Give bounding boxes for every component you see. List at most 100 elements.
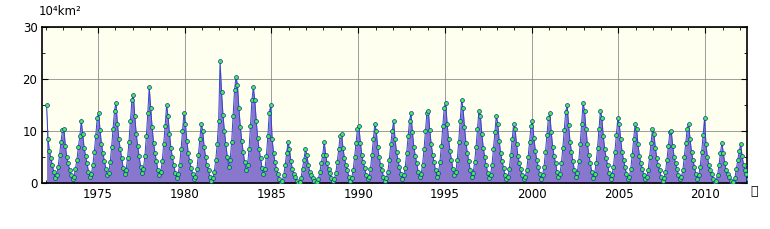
- Point: [91, 117, 103, 120]
- Point: [507, 122, 520, 125]
- Point: [133, 154, 146, 158]
- Point: [564, 140, 576, 144]
- Point: [182, 151, 194, 155]
- Point: [323, 167, 335, 171]
- Point: [101, 174, 113, 177]
- Point: [662, 144, 675, 148]
- Point: [531, 158, 543, 162]
- Point: [608, 165, 620, 168]
- Point: [361, 177, 373, 181]
- Point: [56, 128, 69, 132]
- Point: [359, 166, 371, 169]
- Point: [275, 180, 287, 184]
- Point: [66, 177, 79, 181]
- Point: [286, 167, 299, 171]
- Point: [267, 151, 280, 155]
- Point: [746, 174, 758, 177]
- Point: [726, 181, 738, 185]
- Point: [283, 148, 296, 151]
- Point: [260, 154, 273, 158]
- Point: [458, 125, 470, 129]
- Point: [241, 163, 253, 167]
- Point: [707, 177, 719, 181]
- Point: [500, 177, 513, 181]
- Point: [233, 106, 245, 110]
- Point: [65, 174, 77, 177]
- Point: [479, 155, 491, 159]
- Point: [87, 163, 99, 167]
- Point: [169, 171, 182, 175]
- Point: [417, 163, 429, 167]
- Point: [129, 114, 141, 117]
- Point: [166, 155, 179, 159]
- Point: [430, 168, 442, 172]
- Point: [143, 85, 156, 89]
- Point: [214, 59, 226, 63]
- Point: [759, 180, 770, 184]
- Point: [431, 175, 444, 179]
- Point: [752, 158, 764, 162]
- Point: [565, 150, 578, 154]
- Point: [664, 131, 676, 134]
- Point: [506, 137, 518, 141]
- Point: [716, 141, 728, 144]
- Point: [296, 167, 309, 171]
- Point: [749, 151, 762, 155]
- Point: [551, 170, 563, 174]
- Point: [315, 162, 327, 165]
- Point: [105, 145, 118, 149]
- Point: [557, 146, 569, 150]
- Point: [58, 127, 70, 131]
- Point: [454, 119, 467, 123]
- Point: [189, 175, 202, 179]
- Point: [461, 151, 474, 155]
- Point: [633, 154, 645, 158]
- Point: [609, 150, 621, 154]
- Point: [733, 149, 745, 153]
- Point: [624, 167, 637, 171]
- Point: [194, 137, 206, 141]
- Point: [516, 174, 528, 177]
- Point: [43, 149, 55, 153]
- Point: [621, 172, 633, 176]
- Point: [432, 171, 444, 175]
- Point: [616, 150, 628, 154]
- Point: [51, 174, 63, 177]
- Point: [199, 155, 212, 159]
- Point: [560, 110, 572, 113]
- Point: [621, 177, 634, 181]
- Point: [110, 101, 122, 105]
- Point: [590, 162, 602, 165]
- Point: [224, 158, 236, 162]
- Point: [400, 151, 413, 155]
- Point: [122, 156, 134, 160]
- Point: [253, 148, 266, 151]
- Point: [63, 168, 75, 172]
- Point: [688, 165, 701, 168]
- Point: [168, 163, 180, 167]
- Point: [221, 155, 233, 159]
- Point: [661, 158, 673, 162]
- Point: [145, 106, 157, 110]
- Point: [357, 161, 370, 164]
- Point: [347, 168, 360, 172]
- Point: [302, 163, 314, 167]
- Point: [415, 172, 427, 176]
- Point: [119, 172, 131, 176]
- Point: [497, 166, 510, 169]
- Point: [74, 135, 86, 138]
- Point: [259, 167, 271, 171]
- Point: [320, 153, 332, 156]
- Point: [581, 142, 594, 146]
- Point: [409, 154, 421, 158]
- Point: [455, 98, 467, 102]
- Point: [598, 135, 610, 138]
- Point: [334, 135, 346, 138]
- Point: [176, 129, 189, 133]
- Point: [78, 146, 90, 150]
- Point: [751, 141, 763, 144]
- Point: [425, 142, 437, 146]
- Point: [330, 171, 342, 175]
- Point: [471, 127, 484, 131]
- Point: [343, 175, 355, 179]
